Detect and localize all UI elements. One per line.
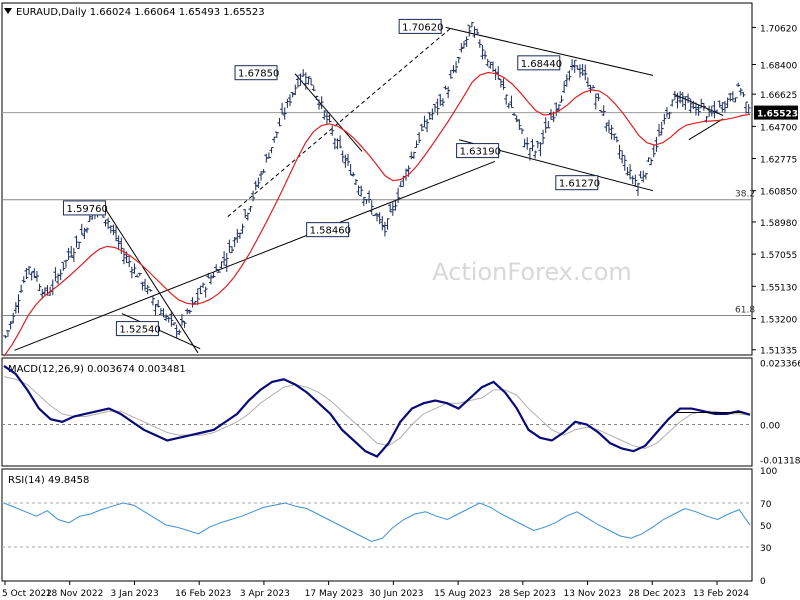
trendline xyxy=(14,160,496,351)
rsi-y-tick-label: 50 xyxy=(760,522,772,532)
fib-level-label: 38.2 xyxy=(735,190,755,200)
x-tick-label: 17 May 2023 xyxy=(305,589,364,599)
macd-lines: 0.023366 0.00 -0.013186 xyxy=(2,359,800,467)
price-label-text: 1.63190 xyxy=(460,147,501,158)
rsi-y-tick-label: 0 xyxy=(760,577,766,587)
rsi-y-tick-label: 30 xyxy=(760,544,772,554)
rsi-header-text: RSI(14) 49.8458 xyxy=(8,475,89,486)
price-y-axis: 1.70620 1.68400 1.66625 1.64700 1.62775 1.608… xyxy=(752,24,797,357)
price-label-text: 1.58460 xyxy=(310,226,351,237)
rsi-y-tick-label: 70 xyxy=(760,500,772,510)
trendline xyxy=(445,26,654,76)
x-tick-label: 3 Apr 2023 xyxy=(240,589,290,599)
price-panel-frame xyxy=(1,2,753,356)
y-tick-label: 1.51335 xyxy=(760,347,797,357)
rsi-y-tick-label: 100 xyxy=(760,467,777,477)
y-tick-label: 1.70620 xyxy=(760,24,797,34)
macd-panel-frame xyxy=(1,357,753,467)
x-tick-label: 15 Aug 2023 xyxy=(434,589,492,599)
x-tick-label: 18 Nov 2022 xyxy=(46,589,104,599)
macd-line xyxy=(3,365,751,458)
x-tick-label: 30 Jun 2023 xyxy=(369,589,423,599)
price-label-box xyxy=(555,175,599,191)
price-label-box xyxy=(234,65,278,81)
x-tick-label: 16 Feb 2023 xyxy=(175,589,231,599)
y-tick-label: 1.58980 xyxy=(760,219,797,229)
price-label-text: 1.59760 xyxy=(66,204,107,215)
price-label-text: 1.67850 xyxy=(238,69,279,80)
ma-line xyxy=(3,71,751,357)
watermark: ActionForex.com xyxy=(432,258,632,286)
price-label-box xyxy=(306,222,350,238)
trendline xyxy=(105,208,199,354)
current-price-value: 1.65523 xyxy=(757,110,798,120)
y-tick-label: 1.68400 xyxy=(760,62,797,72)
macd-header-text: MACD(12,26,9) 0.003674 0.003481 xyxy=(8,364,186,375)
price-label-box xyxy=(398,18,442,34)
price-bars xyxy=(3,21,751,339)
x-tick-label: 13 Nov 2023 xyxy=(564,589,622,599)
x-tick-label: 28 Sep 2023 xyxy=(499,589,556,599)
x-tick-label: 13 Feb 2024 xyxy=(693,589,749,599)
moving-average xyxy=(3,71,751,357)
price-label-box xyxy=(115,321,159,337)
price-label-box xyxy=(517,55,561,71)
rsi-panel-frame xyxy=(1,468,753,582)
macd-signal-line xyxy=(3,376,751,450)
macd-y-tick-label: 0.023366 xyxy=(760,359,800,369)
y-tick-label: 1.62775 xyxy=(760,156,797,166)
price-header-text: EURAUD,Daily 1.66024 1.66064 1.65493 1.6… xyxy=(16,7,265,18)
x-tick-label: 28 Dec 2023 xyxy=(628,589,686,599)
rsi-line xyxy=(3,502,751,543)
y-tick-label: 1.66625 xyxy=(760,91,797,101)
macd-y-tick-label: -0.013186 xyxy=(760,457,800,467)
y-tick-label: 1.64700 xyxy=(760,123,797,133)
current-price-line: 1.65523 xyxy=(2,105,798,120)
x-tick-label: 5 Oct 2022 xyxy=(2,589,52,599)
trendline xyxy=(121,313,201,350)
price-label-box xyxy=(456,143,500,159)
trendline xyxy=(688,118,724,141)
price-label-text: 1.70620 xyxy=(402,22,443,33)
y-tick-label: 1.55130 xyxy=(760,283,797,293)
y-tick-label: 1.60850 xyxy=(760,188,797,198)
macd-y-tick-label: 0.00 xyxy=(760,422,780,432)
price-label-box xyxy=(62,200,106,216)
price-label-text: 1.61270 xyxy=(559,179,600,190)
price-labels: 1.70620 1.68440 1.67850 1.63190 1.61270 1.597… xyxy=(62,18,600,337)
price-label-text: 1.68440 xyxy=(521,59,562,70)
y-tick-label: 1.57055 xyxy=(760,251,797,261)
fib-level-label: 61.8 xyxy=(735,306,755,316)
dropdown-arrow-icon[interactable] xyxy=(4,8,12,14)
price-header: EURAUD,Daily 1.66024 1.66064 1.65493 1.6… xyxy=(4,7,265,18)
y-tick-label: 1.53200 xyxy=(760,316,797,326)
rsi-lines: 100 70 50 30 0 xyxy=(2,467,777,587)
x-tick-label: 3 Jan 2023 xyxy=(110,589,158,599)
price-label-text: 1.52540 xyxy=(119,325,160,336)
current-price-tag xyxy=(754,105,798,120)
